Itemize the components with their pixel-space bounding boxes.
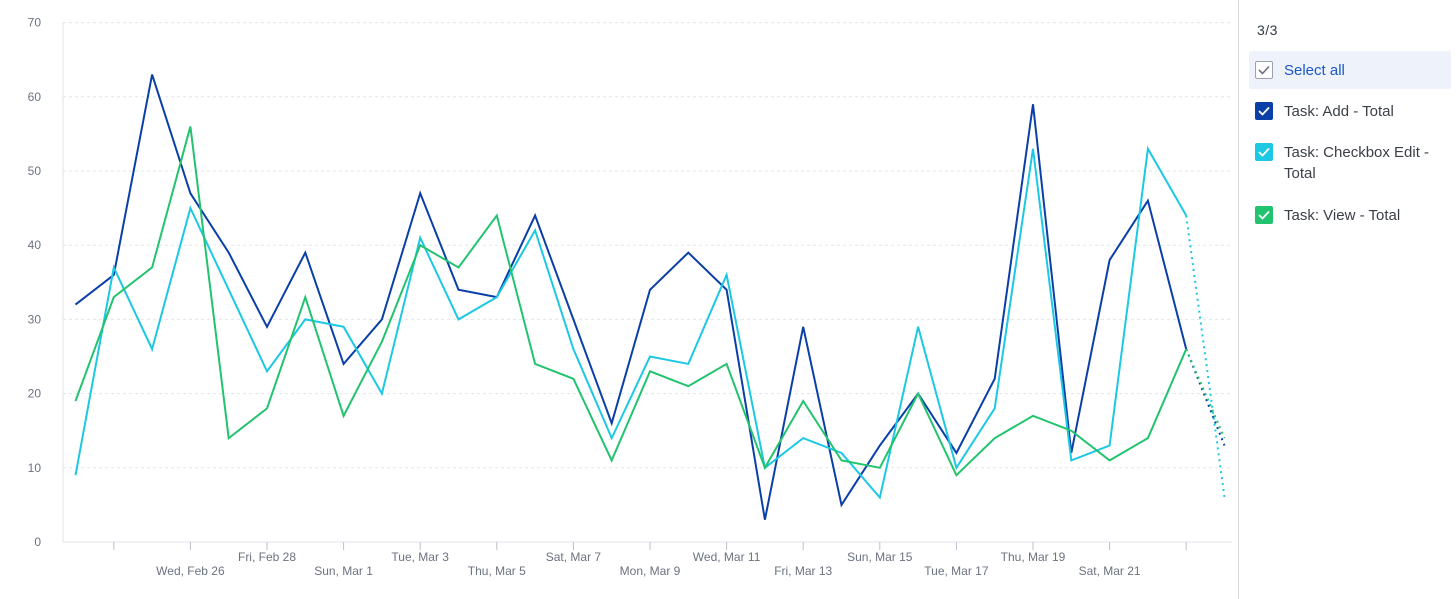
legend-item-task-view[interactable]: Task: View - Total <box>1255 205 1454 226</box>
y-tick-label: 30 <box>28 312 42 326</box>
legend-label-task-view: Task: View - Total <box>1284 207 1401 224</box>
series-line <box>74 74 1188 520</box>
check-icon <box>1258 210 1270 220</box>
legend-panel: 3/3 Select all Task: Add - Total Task: C… <box>1238 0 1456 599</box>
legend-label-task-add: Task: Add - Total <box>1284 103 1394 120</box>
legend-label-task-checkbox-edit: Task: Checkbox Edit - Total <box>1284 144 1430 182</box>
series-line-partial <box>1185 215 1226 498</box>
y-tick-label: 70 <box>28 16 42 30</box>
legend-checkbox-task-checkbox-edit[interactable] <box>1255 143 1273 161</box>
x-tick-label: Sat, Mar 21 <box>1079 564 1141 578</box>
x-tick-label: Tue, Mar 17 <box>924 564 989 578</box>
series-line <box>74 145 1188 500</box>
x-tick-label: Sat, Mar 7 <box>546 550 602 564</box>
x-tick-label: Tue, Mar 3 <box>391 550 449 564</box>
x-tick-label: Thu, Mar 19 <box>1001 550 1066 564</box>
x-tick-label: Wed, Mar 11 <box>693 550 761 564</box>
x-tick-label: Thu, Mar 5 <box>468 564 526 578</box>
series-count: 3/3 <box>1257 22 1278 38</box>
select-all-checkbox[interactable] <box>1255 61 1273 79</box>
series-lines <box>74 74 1226 520</box>
x-tick-label: Sun, Mar 1 <box>314 564 373 578</box>
series-line-partial <box>1185 348 1226 439</box>
y-tick-label: 60 <box>28 90 42 104</box>
y-tick-label: 10 <box>28 461 42 475</box>
x-tick-label: Wed, Feb 26 <box>156 564 225 578</box>
chart-svg: 0 10 20 30 40 50 60 70 Wed, Feb 26 Fri, Feb 28 Sun… <box>28 16 1232 578</box>
y-tick-label: 0 <box>34 535 41 549</box>
x-tick-label: Sun, Mar 15 <box>847 550 913 564</box>
select-all-toggle[interactable]: Select all <box>1249 51 1451 89</box>
legend-checkbox-task-add[interactable] <box>1255 102 1273 120</box>
y-tick-label: 50 <box>28 164 42 178</box>
x-tick-label: Fri, Mar 13 <box>774 564 832 578</box>
check-icon <box>1258 65 1270 75</box>
x-tick-label: Mon, Mar 9 <box>620 564 681 578</box>
legend-checkbox-task-view[interactable] <box>1255 206 1273 224</box>
legend-item-task-checkbox-edit[interactable]: Task: Checkbox Edit - Total <box>1255 142 1454 184</box>
y-tick-label: 40 <box>28 238 42 252</box>
legend-item-task-add[interactable]: Task: Add - Total <box>1255 101 1454 122</box>
series-line-partial <box>1185 348 1226 446</box>
axes: 0 10 20 30 40 50 60 70 Wed, Feb 26 Fri, Feb 28 Sun… <box>28 16 1232 578</box>
check-icon <box>1258 147 1270 157</box>
gridlines <box>63 22 1232 469</box>
y-tick-label: 20 <box>28 387 42 401</box>
x-tick-label: Fri, Feb 28 <box>238 550 296 564</box>
series-line <box>74 126 1188 477</box>
check-icon <box>1258 106 1270 116</box>
line-chart: 0 10 20 30 40 50 60 70 Wed, Feb 26 Fri, Feb 28 Sun… <box>28 16 1232 578</box>
select-all-label: Select all <box>1284 61 1345 79</box>
